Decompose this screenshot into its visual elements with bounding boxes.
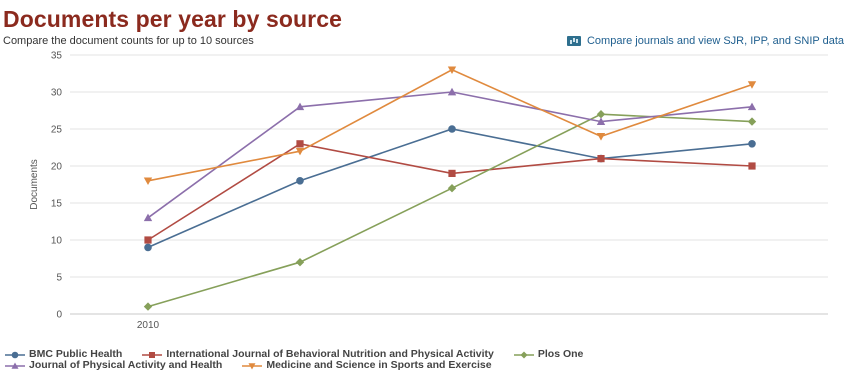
legend-label: Journal of Physical Activity and Health — [29, 359, 223, 371]
data-point — [747, 102, 757, 111]
data-point — [597, 155, 605, 163]
data-point — [747, 117, 757, 126]
legend-label: BMC Public Health — [29, 348, 123, 360]
bar-chart-icon — [566, 36, 581, 46]
data-point — [448, 169, 456, 177]
data-point — [596, 110, 606, 119]
data-point — [747, 81, 757, 89]
legend-label: Plos One — [537, 348, 584, 360]
y-tick-label: 25 — [51, 125, 63, 136]
y-tick-label: 30 — [51, 88, 63, 99]
data-point — [447, 184, 457, 193]
data-point — [295, 102, 305, 111]
y-tick-label: 35 — [51, 51, 63, 62]
data-point — [447, 87, 457, 96]
data-point — [143, 213, 153, 222]
legend-swatch — [242, 362, 263, 369]
data-point — [295, 147, 305, 156]
series-line-1 — [147, 142, 753, 241]
legend-label: Medicine and Science in Sports and Exerc… — [266, 359, 492, 371]
y-tick-label: 20 — [51, 162, 63, 173]
data-point — [748, 162, 756, 170]
data-point — [596, 133, 606, 141]
data-point — [295, 258, 305, 267]
data-point — [448, 125, 456, 133]
compare-journals-label: Compare journals and view SJR, IPP, and … — [586, 35, 844, 47]
compare-journals-link[interactable]: Compare journals and view SJR, IPP, and … — [566, 35, 844, 47]
legend-item[interactable]: BMC Public Health — [5, 349, 122, 360]
legend-item[interactable]: Journal of Physical Activity and Health — [5, 360, 222, 371]
series-line-4 — [147, 68, 753, 182]
legend-item[interactable]: Medicine and Science in Sports and Exerc… — [242, 359, 492, 371]
legend-row: BMC Public Health International Journal o… — [5, 349, 845, 360]
x-tick-label: 2010 — [137, 320, 160, 331]
data-point — [447, 66, 457, 74]
chart-legend: BMC Public Health International Journal o… — [5, 349, 845, 371]
data-point — [296, 140, 304, 148]
series-line-2 — [147, 113, 753, 308]
legend-swatch — [513, 351, 534, 358]
y-tick-label: 0 — [56, 310, 62, 321]
data-point — [144, 236, 152, 244]
legend-row: Journal of Physical Activity and Health M… — [5, 360, 845, 371]
legend-swatch — [5, 362, 25, 369]
data-point — [144, 243, 152, 252]
y-tick-label: 15 — [51, 199, 63, 210]
legend-item[interactable]: International Journal of Behavioral Nutr… — [142, 349, 494, 360]
legend-swatch — [5, 351, 25, 358]
data-point — [143, 177, 153, 185]
legend-label: International Journal of Behavioral Nutr… — [166, 348, 494, 360]
data-point — [143, 302, 153, 311]
data-point — [748, 140, 756, 148]
series-line-3 — [147, 91, 753, 219]
chart-title: Documents per year by source — [3, 6, 342, 32]
data-point — [596, 117, 606, 125]
chart-subtitle: Compare the document counts for up to 10… — [3, 35, 254, 47]
data-point — [296, 177, 304, 185]
legend-swatch — [142, 351, 163, 358]
line-chart: 0 5 10 15 20 25 30 35 2010 Documents — [29, 51, 828, 331]
legend-item[interactable]: Plos One — [513, 348, 584, 360]
y-tick-label: 10 — [51, 236, 63, 247]
y-tick-label: 5 — [56, 273, 62, 284]
y-axis-label: Documents — [29, 159, 40, 210]
